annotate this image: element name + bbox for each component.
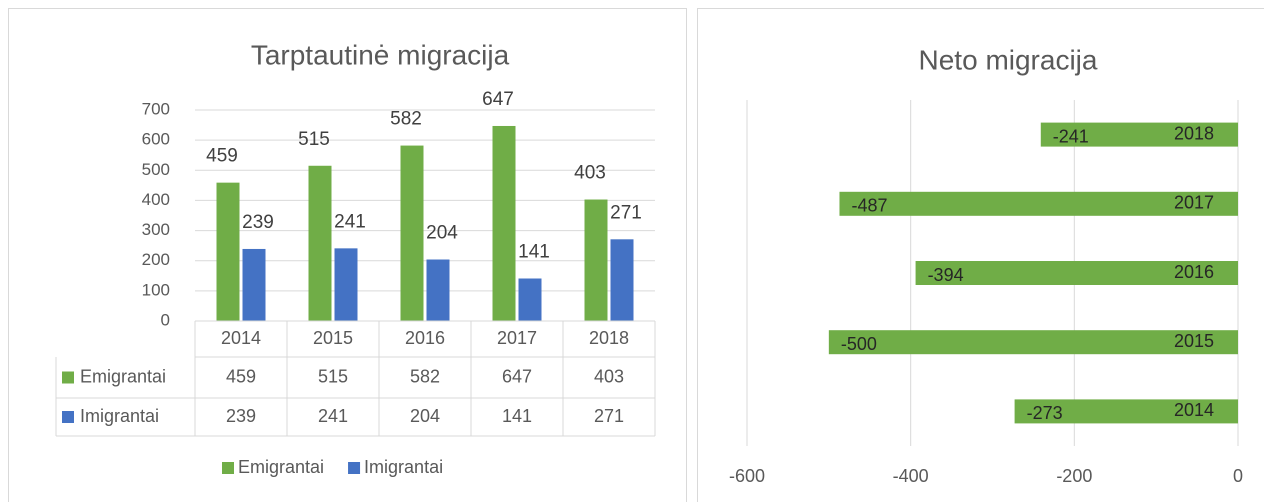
bar bbox=[334, 248, 358, 321]
table-cell: 241 bbox=[318, 406, 348, 426]
data-label: -273 bbox=[1027, 403, 1063, 423]
table-cell: 647 bbox=[502, 366, 532, 386]
table-cell: 204 bbox=[410, 406, 440, 426]
y-tick-label: 200 bbox=[142, 250, 170, 269]
bar bbox=[839, 191, 1238, 216]
x-tick-label: -400 bbox=[893, 466, 929, 486]
chart-title: Tarptautinė migracija bbox=[251, 39, 510, 70]
y-tick-label: 2014 bbox=[1174, 400, 1214, 420]
y-tick-label: 2018 bbox=[1174, 123, 1214, 143]
x-tick-label: 2016 bbox=[405, 328, 445, 348]
y-tick-label: 2017 bbox=[1174, 193, 1214, 213]
data-label: -241 bbox=[1053, 126, 1089, 146]
data-label: 271 bbox=[610, 202, 642, 223]
y-tick-label: 300 bbox=[142, 220, 170, 239]
panel-right bbox=[697, 8, 1264, 502]
x-tick-label: 0 bbox=[1233, 466, 1243, 486]
data-label: 582 bbox=[390, 109, 422, 130]
data-label: 459 bbox=[206, 146, 238, 167]
data-label: 241 bbox=[334, 211, 366, 232]
data-label: 647 bbox=[482, 89, 514, 110]
legend-label: Emigrantai bbox=[238, 457, 324, 477]
data-label: 204 bbox=[426, 223, 458, 244]
table-cell: 271 bbox=[594, 406, 624, 426]
y-tick-label: 500 bbox=[142, 160, 170, 179]
chart-title: Neto migracija bbox=[919, 44, 1098, 75]
x-tick-label: 2018 bbox=[589, 328, 629, 348]
table-key bbox=[62, 411, 74, 423]
y-tick-label: 2016 bbox=[1174, 262, 1214, 282]
bar bbox=[426, 259, 450, 321]
bar bbox=[915, 261, 1238, 285]
table-cell: 459 bbox=[226, 366, 256, 386]
x-tick-label: -600 bbox=[729, 466, 765, 486]
bar bbox=[584, 199, 608, 321]
bar bbox=[1040, 122, 1238, 147]
data-label: 515 bbox=[298, 129, 330, 150]
bar bbox=[216, 182, 240, 321]
table-cell: 515 bbox=[318, 366, 348, 386]
x-tick-label: 2017 bbox=[497, 328, 537, 348]
table-cell: 239 bbox=[226, 406, 256, 426]
legend-label: Imigrantai bbox=[364, 457, 443, 477]
bar bbox=[242, 248, 266, 321]
bar bbox=[400, 145, 424, 321]
data-label: 403 bbox=[574, 163, 606, 184]
y-tick-label: 2015 bbox=[1174, 331, 1214, 351]
bar bbox=[610, 239, 634, 321]
table-cell: 403 bbox=[594, 366, 624, 386]
x-tick-label: 2015 bbox=[313, 328, 353, 348]
legend-key bbox=[348, 462, 361, 474]
data-label: -500 bbox=[841, 334, 877, 354]
bar bbox=[1014, 399, 1238, 424]
table-key bbox=[62, 371, 74, 384]
bar bbox=[308, 165, 332, 321]
table-row-label: Imigrantai bbox=[80, 406, 159, 426]
data-label: -394 bbox=[928, 265, 964, 285]
y-tick-label: 100 bbox=[142, 280, 170, 299]
table-row-label: Emigrantai bbox=[80, 366, 166, 386]
y-tick-label: 400 bbox=[142, 190, 170, 209]
legend-key bbox=[222, 462, 234, 474]
y-tick-label: 600 bbox=[142, 130, 170, 149]
table-cell: 582 bbox=[410, 366, 440, 386]
data-label: 239 bbox=[242, 212, 274, 233]
x-tick-label: 2014 bbox=[221, 328, 261, 348]
y-tick-label: 700 bbox=[142, 99, 170, 118]
data-label: 141 bbox=[518, 242, 550, 263]
table-cell: 141 bbox=[502, 406, 532, 426]
y-tick-label: 0 bbox=[161, 310, 170, 329]
bar bbox=[492, 125, 516, 322]
bar bbox=[518, 278, 542, 321]
x-tick-label: -200 bbox=[1056, 466, 1092, 486]
data-label: -487 bbox=[851, 196, 887, 216]
bar bbox=[828, 330, 1238, 355]
